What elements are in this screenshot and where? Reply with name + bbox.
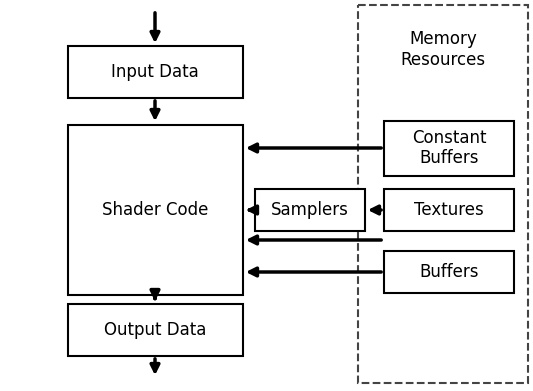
Text: Samplers: Samplers [271,201,349,219]
Bar [384,189,514,231]
Bar [358,5,528,383]
Text: Memory
Resources: Memory Resources [400,30,486,69]
Text: Shader Code: Shader Code [102,201,208,219]
Bar [68,46,243,98]
Bar [384,120,514,176]
Text: Buffers: Buffers [419,263,479,281]
Bar [68,304,243,356]
Bar [384,251,514,293]
Text: Output Data: Output Data [104,321,206,339]
Bar [68,125,243,295]
Text: Textures: Textures [414,201,484,219]
Text: Input Data: Input Data [111,63,199,81]
Text: Constant
Buffers: Constant Buffers [412,129,486,167]
Bar [255,189,365,231]
